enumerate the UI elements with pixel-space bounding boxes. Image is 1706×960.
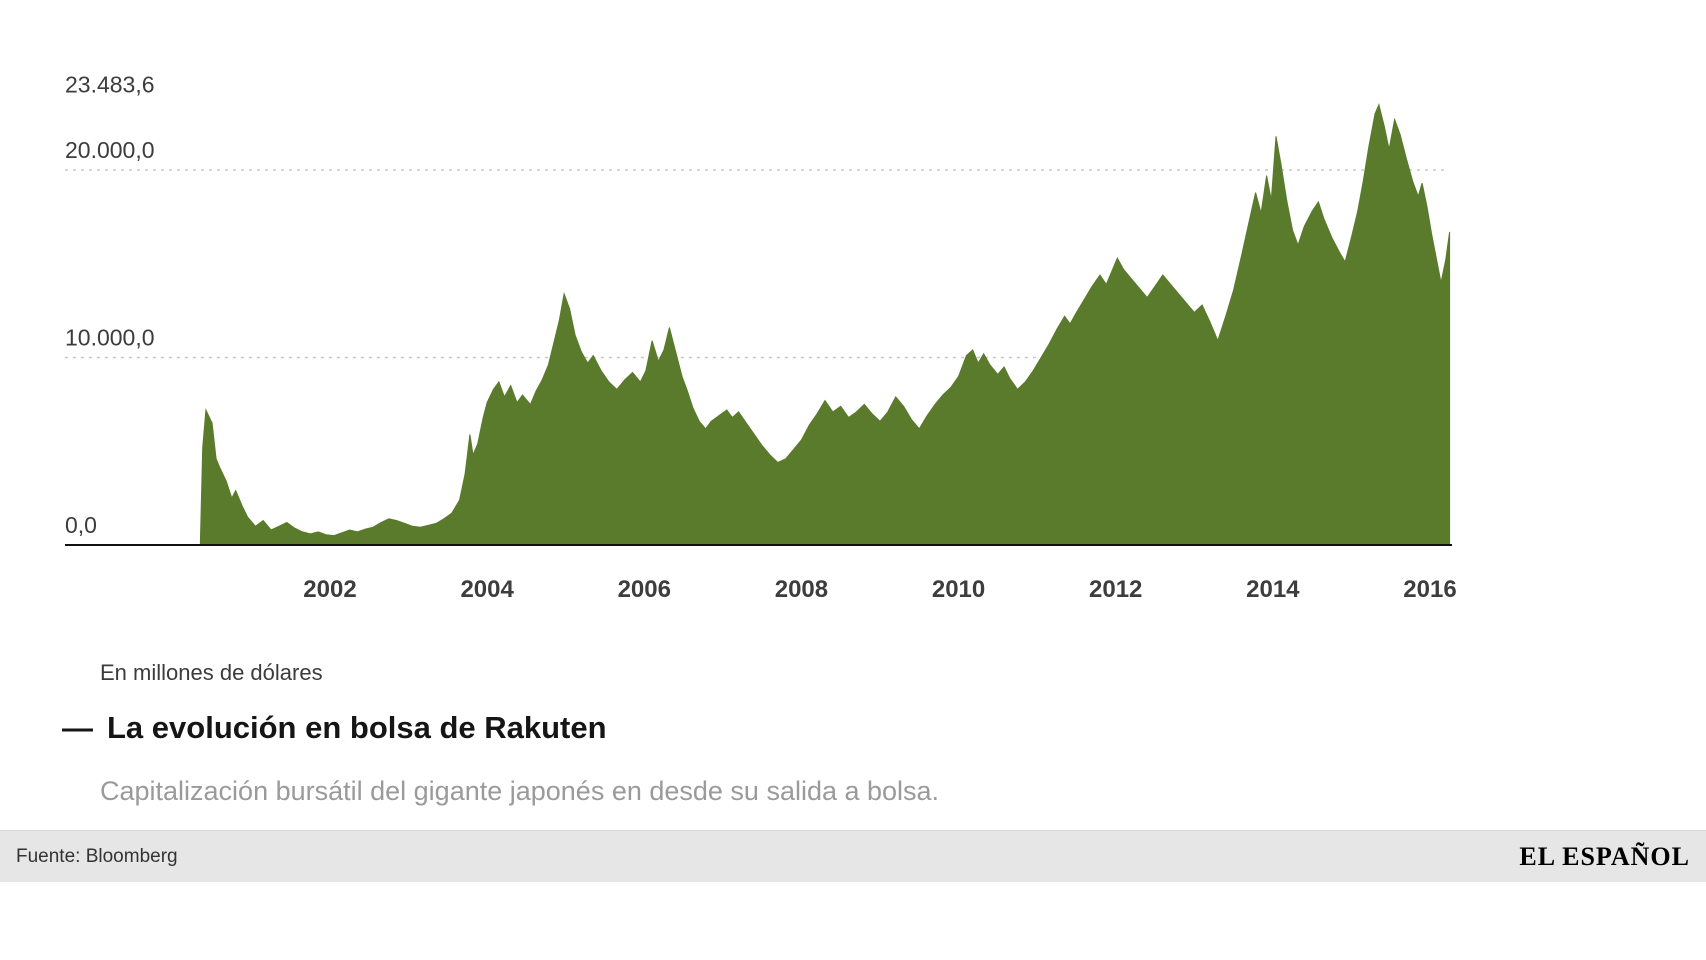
x-axis-label: 2016	[1403, 576, 1456, 603]
y-axis-label: 10.000,0	[65, 325, 155, 351]
area-series	[199, 103, 1451, 546]
chart-subtitle: Capitalización bursátil del gigante japo…	[100, 776, 940, 806]
title-dash: —	[62, 710, 93, 745]
x-axis-label: 2010	[932, 576, 985, 603]
chart-title-row: — La evolución en bolsa de Rakuten	[62, 710, 607, 746]
chart-title: La evolución en bolsa de Rakuten	[107, 710, 607, 745]
publisher-logo: EL ESPAÑOL	[1519, 841, 1690, 871]
y-axis-label: 23.483,6	[65, 72, 155, 98]
source-label: Fuente: Bloomberg	[16, 845, 178, 867]
y-axis-label: 20.000,0	[65, 137, 155, 163]
x-axis-label: 2012	[1089, 576, 1142, 603]
chart-unit-label: En millones de dólares	[100, 660, 323, 685]
x-axis-label: 2002	[303, 576, 356, 603]
rakuten-area-chart: 0,0 10.000,0 20.000,0 23.483,6 2002 2004 2006 2…	[65, 72, 1457, 603]
x-axis-label: 2008	[775, 576, 828, 603]
footer-bar: Fuente: Bloomberg EL ESPAÑOL	[0, 830, 1706, 882]
x-axis-label: 2014	[1246, 576, 1300, 603]
x-axis-label: 2004	[460, 576, 514, 603]
y-axis-label: 0,0	[65, 512, 97, 538]
x-axis-label: 2006	[618, 576, 671, 603]
